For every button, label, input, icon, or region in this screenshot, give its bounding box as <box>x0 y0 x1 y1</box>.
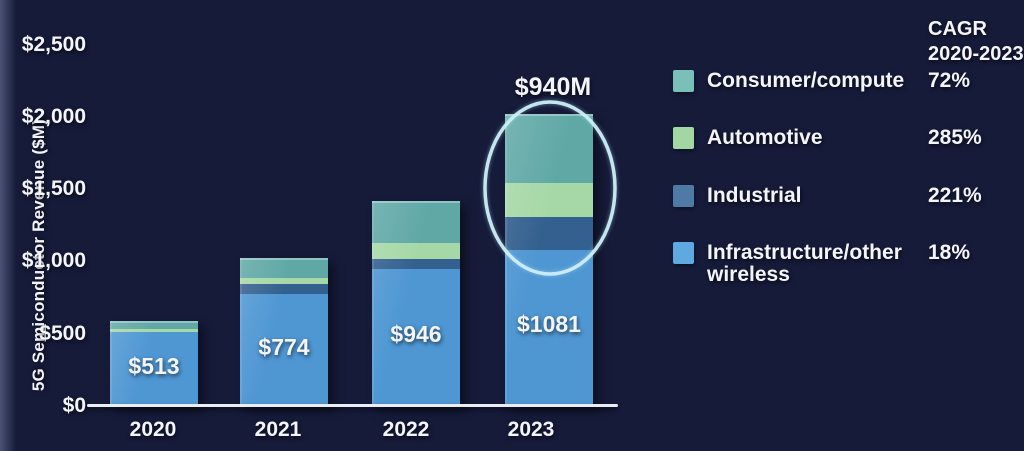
segment-infrastructure-2023 <box>505 249 593 406</box>
x-label-2022: 2022 <box>382 418 430 441</box>
bar-value-label-2022: $946 <box>390 320 442 347</box>
legend-label-consumer-compute: Consumer/compute <box>707 69 905 92</box>
segment-infrastructure-2020 <box>110 331 198 406</box>
x-axis-line <box>87 404 618 407</box>
y-tick-2500: $2,500 <box>21 32 86 56</box>
segment-consumer-2020 <box>110 320 198 329</box>
y-tick-2000: $2,000 <box>21 104 86 128</box>
segment-automotive-2021 <box>240 277 328 285</box>
cagr-header-line1: CAGR <box>928 18 987 40</box>
segment-infrastructure-2022 <box>372 269 460 406</box>
bar-2022 <box>372 201 460 406</box>
segment-consumer-2021 <box>240 257 328 278</box>
segment-consumer-2022 <box>372 201 460 244</box>
cagr-value-infrastructure: 18% <box>928 241 971 264</box>
y-tick-1500: $1,500 <box>21 177 86 201</box>
y-tick-0: $0 <box>62 394 86 417</box>
segment-industrial-2021 <box>240 284 328 295</box>
y-tick-500: $500 <box>39 321 86 345</box>
legend-swatch-infrastructure <box>673 242 694 264</box>
segment-consumer-2023 <box>505 113 593 184</box>
bar-value-label-2023: $1081 <box>517 310 581 337</box>
bar-2020 <box>110 320 198 406</box>
cagr-header-line2: 2020-2023 <box>928 43 1024 65</box>
bar-2023 <box>505 113 593 407</box>
legend-label-automotive: Automotive <box>707 126 823 149</box>
legend-swatch-consumer-compute <box>673 70 694 92</box>
legend-label-infrastructure: Infrastructure/other wireless <box>707 241 902 286</box>
cagr-value-automotive: 285% <box>928 126 982 149</box>
cagr-value-consumer-compute: 72% <box>928 69 971 92</box>
cagr-value-industrial: 221% <box>928 184 982 207</box>
segment-automotive-2023 <box>505 183 593 218</box>
x-label-2020: 2020 <box>129 418 177 441</box>
segment-automotive-2022 <box>372 243 460 260</box>
x-label-2021: 2021 <box>254 418 302 441</box>
slide-left-edge-glow <box>0 0 16 451</box>
bar-value-label-2020: $513 <box>128 353 180 380</box>
bar-2021 <box>240 257 328 407</box>
x-label-2023: 2023 <box>507 418 555 441</box>
segment-industrial-2023 <box>505 217 593 250</box>
segment-infrastructure-2021 <box>240 294 328 406</box>
legend-swatch-industrial <box>673 185 694 207</box>
bar-value-label-2021: $774 <box>258 333 310 360</box>
annotation-940m: $940M <box>514 73 592 101</box>
y-tick-1000: $1,000 <box>21 249 86 273</box>
segment-industrial-2022 <box>372 259 460 270</box>
legend-swatch-automotive <box>673 127 694 149</box>
cagr-column-header: CAGR 2020-2023 <box>928 17 1024 67</box>
legend-label-industrial: Industrial <box>707 184 802 207</box>
segment-automotive-2020 <box>110 328 198 332</box>
